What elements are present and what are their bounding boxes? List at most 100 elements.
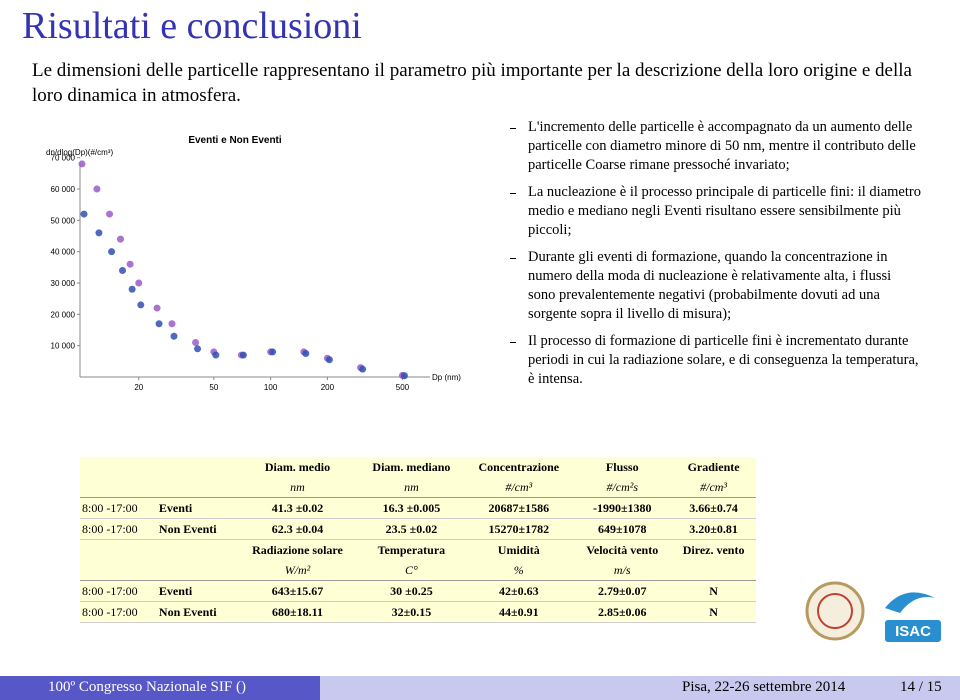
- group-cell: Eventi: [156, 580, 237, 602]
- blank-cell: [80, 540, 157, 561]
- unit-row: W/m² C°% m/s: [80, 560, 756, 581]
- value-cell: 680±18.11: [236, 601, 359, 623]
- data-point: [194, 345, 202, 353]
- university-seal: [805, 581, 865, 641]
- y-axis-label: dn/dlog(Dp)(#/cm³): [46, 148, 113, 157]
- value-cell: 20687±1586: [464, 497, 574, 519]
- y-tick-label: 60 000: [51, 185, 76, 194]
- data-point: [126, 260, 134, 268]
- unit-cell: %: [464, 560, 574, 581]
- bullet-text: L'incremento delle particelle è accompag…: [528, 119, 916, 173]
- data-point: [116, 235, 124, 243]
- data-point: [359, 365, 367, 373]
- footer: 100º Congresso Nazionale SIF () Pisa, 22…: [0, 676, 960, 700]
- unit-cell: nm: [358, 477, 465, 498]
- y-tick-label: 20 000: [51, 310, 76, 319]
- x-tick-label: 100: [264, 383, 278, 392]
- data-point: [155, 320, 163, 328]
- value-cell: 42±0.63: [464, 580, 574, 602]
- time-cell: 8:00 -17:00: [80, 497, 157, 519]
- value-cell: 15270±1782: [464, 518, 574, 540]
- data-point: [239, 351, 247, 359]
- header-row: Diam. medio Diam. mediano Concentrazione Fl…: [80, 457, 756, 477]
- blank-cell: [157, 457, 237, 477]
- value-cell: 3.20±0.81: [671, 518, 756, 540]
- blank-cell: [80, 477, 157, 498]
- value-cell: 44±0.91: [464, 601, 574, 623]
- value-cell: 16.3 ±0.005: [358, 497, 465, 519]
- header-cell: Gradiente: [687, 459, 740, 474]
- data-point: [400, 372, 408, 380]
- data-table: Diam. medio Diam. mediano Concentrazione Fl…: [80, 457, 756, 623]
- data-point: [170, 332, 178, 340]
- value-cell: N: [671, 601, 756, 623]
- header-cell: Concentrazione: [478, 459, 560, 474]
- value-cell: 23.5 ±0.02: [358, 518, 465, 540]
- logo-text: ISAC: [895, 623, 931, 640]
- data-row: 8:00 -17:00 Non Eventi 680±18.11 32±0.15 44±…: [80, 601, 756, 623]
- unit-cell: m/s: [573, 560, 672, 581]
- header-row: Radiazione solare Temperatura Umidità Veloc…: [80, 540, 756, 561]
- data-point: [108, 248, 116, 256]
- data-point: [269, 348, 277, 356]
- data-row: 8:00 -17:00 Eventi 643±15.67 30 ±0.25 42±0.6…: [80, 580, 756, 602]
- time-cell: 8:00 -17:00: [80, 601, 157, 623]
- y-tick-label: 50 000: [51, 216, 76, 225]
- y-tick-label: 10 000: [51, 342, 76, 351]
- seal-inner: [817, 593, 853, 629]
- data-point: [153, 304, 161, 312]
- y-tick-label: 30 000: [51, 279, 76, 288]
- value-cell: -1990±1380: [573, 497, 672, 519]
- header-cell: Flusso: [605, 459, 639, 474]
- unit-cell: #/cm³: [671, 477, 756, 498]
- header-cell: Radiazione solare: [252, 542, 343, 557]
- bullet-item: Durante gli eventi di formazione, quando…: [506, 248, 921, 324]
- footer-right: Pisa, 22-26 settembre 2014 14 / 15: [320, 676, 960, 700]
- data-point: [325, 356, 333, 364]
- bullet-dash: [510, 258, 516, 259]
- footer-left-text: 100º Congresso Nazionale SIF (): [48, 679, 246, 695]
- unit-cell: [671, 560, 756, 581]
- value-cell: 2.79±0.07: [573, 580, 672, 602]
- value-cell: 643±15.67: [236, 580, 359, 602]
- unit-cell: C°: [358, 560, 465, 581]
- group-cell: Non Eventi: [156, 601, 237, 623]
- y-tick-label: 70 000: [51, 154, 76, 163]
- header-cell: Direz. vento: [682, 542, 745, 557]
- data-point: [168, 320, 176, 328]
- bullet-item: L'incremento delle particelle è accompag…: [506, 118, 921, 175]
- bullet-list: L'incremento delle particelle è accompag…: [506, 118, 921, 397]
- data-point: [135, 279, 143, 287]
- unit-cell: #/cm³: [464, 477, 574, 498]
- header-cell: Umidità: [497, 542, 540, 557]
- header-cell: Diam. mediano: [372, 459, 451, 474]
- logos: ISAC: [805, 581, 941, 642]
- figure-title: Eventi e Non Eventi: [188, 135, 282, 146]
- unit-cell: nm: [236, 477, 359, 498]
- bullet-text: Il processo di formazione di particelle …: [528, 333, 919, 387]
- value-cell: 41.3 ±0.02: [236, 497, 359, 519]
- header-cell: Velocità vento: [586, 542, 659, 557]
- blank-cell: [156, 560, 237, 581]
- x-tick-label: 200: [321, 383, 335, 392]
- value-cell: 62.3 ±0.04: [236, 518, 359, 540]
- x-tick-label: 50: [209, 383, 218, 392]
- group-cell: Non Eventi: [156, 518, 237, 540]
- value-cell: 3.66±0.74: [671, 497, 756, 519]
- logo-box: [885, 620, 941, 642]
- unit-cell: #/cm²s: [573, 477, 672, 498]
- value-cell: 32±0.15: [358, 601, 465, 623]
- group-cell: Eventi: [156, 497, 237, 519]
- unit-cell: W/m²: [236, 560, 359, 581]
- bullet-text: La nucleazione è il processo principale …: [528, 184, 921, 238]
- value-cell: 2.85±0.06: [573, 601, 672, 623]
- data-point: [80, 210, 88, 218]
- intro-text: Le dimensioni delle particelle rappresen…: [32, 60, 912, 106]
- blank-cell: [156, 477, 237, 498]
- bullet-text: Durante gli eventi di formazione, quando…: [528, 249, 892, 322]
- data-row: 8:00 -17:00 Eventi 41.3 ±0.02 16.3 ±0.005 20…: [80, 497, 756, 519]
- value-cell: 30 ±0.25: [358, 580, 465, 602]
- blank-cell: [157, 540, 237, 561]
- blank-cell: [80, 457, 157, 477]
